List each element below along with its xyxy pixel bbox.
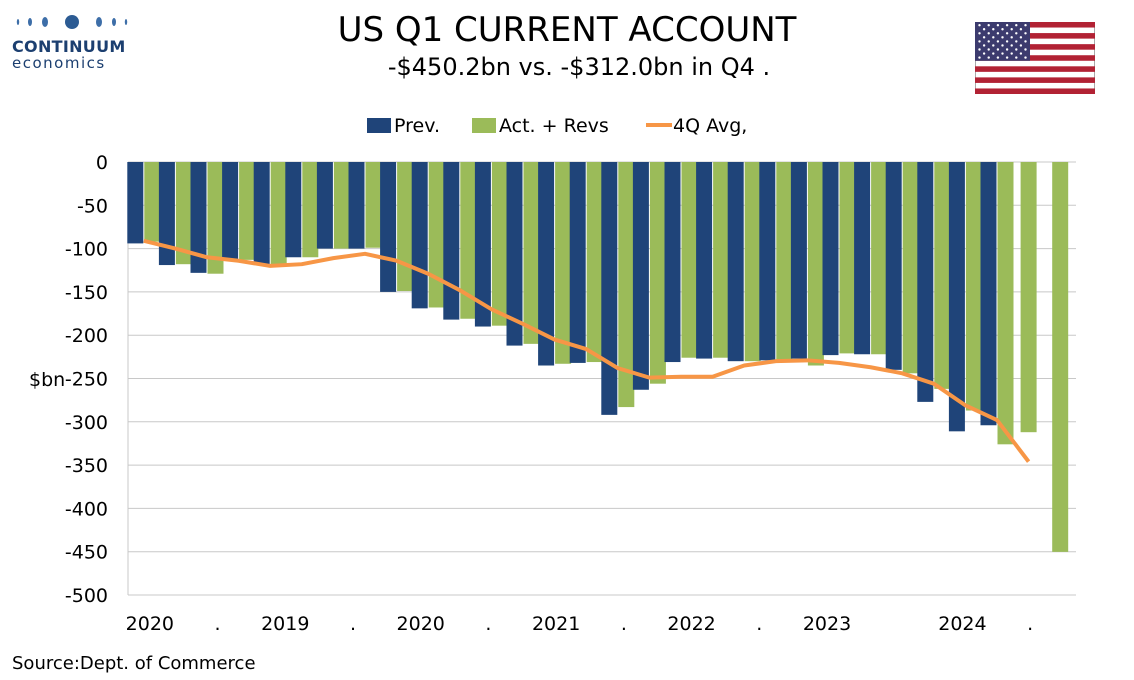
legend-label: Prev. xyxy=(394,115,440,137)
y-tick-label: -250 xyxy=(65,369,108,391)
x-tick-label: 2024 xyxy=(938,613,986,635)
bar-act-revs xyxy=(934,162,951,389)
bar-prev xyxy=(158,162,175,266)
x-tick-label: 2020 xyxy=(397,613,445,635)
bar-act-revs xyxy=(1020,162,1037,433)
bar-act-revs xyxy=(713,162,730,358)
bar-act-revs xyxy=(649,162,666,384)
y-tick-label: 0 xyxy=(96,152,108,174)
bar-act-revs xyxy=(144,162,161,242)
bar-act-revs xyxy=(555,162,572,364)
bar-act-revs xyxy=(523,162,540,344)
bar-act-revs xyxy=(207,162,224,274)
bar-prev xyxy=(316,162,333,249)
bar-act-revs xyxy=(776,162,793,361)
bar-prev xyxy=(285,162,302,258)
legend-swatch xyxy=(367,118,391,133)
x-tick-label: 2019 xyxy=(261,613,309,635)
bar-prev xyxy=(632,162,649,390)
y-tick-label: -150 xyxy=(65,282,108,304)
bar-act-revs xyxy=(618,162,635,408)
bar-act-revs xyxy=(239,162,256,260)
bar-prev xyxy=(917,162,934,402)
bar-act-revs xyxy=(491,162,508,326)
source-note: Source:Dept. of Commerce xyxy=(12,653,256,674)
bar-act-revs xyxy=(807,162,824,366)
legend-swatch xyxy=(472,118,496,133)
bar-act-revs xyxy=(175,162,192,265)
x-tick-label: . xyxy=(756,613,762,635)
bar-prev xyxy=(253,162,270,266)
y-tick-label: -300 xyxy=(65,412,108,434)
x-tick-label: . xyxy=(1027,613,1033,635)
y-tick-label: -350 xyxy=(65,455,108,477)
bar-act-revs xyxy=(744,162,761,362)
legend-label: Act. + Revs xyxy=(499,115,609,137)
bar-prev xyxy=(790,162,807,359)
x-tick-label: 2023 xyxy=(803,613,851,635)
logo-dots-icon xyxy=(16,15,128,29)
bar-prev xyxy=(538,162,555,366)
y-tick-label: -500 xyxy=(65,585,108,607)
bar-prev xyxy=(222,162,239,259)
logo-subname: economics xyxy=(12,54,106,72)
bar-prev xyxy=(948,162,965,432)
bar-prev xyxy=(980,162,997,426)
x-tick-label: . xyxy=(485,613,491,635)
bar-act-revs xyxy=(871,162,888,355)
bar-act-revs xyxy=(270,162,287,266)
x-tick-label: . xyxy=(215,613,221,635)
chart-title: US Q1 CURRENT ACCOUNT xyxy=(337,10,797,50)
chart-subtitle: -$450.2bn vs. -$312.0bn in Q4 . xyxy=(387,53,771,81)
bar-prev xyxy=(474,162,491,327)
bar-prev xyxy=(506,162,523,346)
legend-label: 4Q Avg, xyxy=(673,115,747,137)
bar-act-revs xyxy=(902,162,919,374)
x-tick-label: . xyxy=(350,613,356,635)
continuum-logo: CONTINUUM economics xyxy=(12,14,137,72)
bar-act-revs xyxy=(428,162,445,308)
bar-act-revs xyxy=(397,162,414,292)
bar-act-revs xyxy=(681,162,698,358)
bar-act-revs xyxy=(1052,162,1069,552)
bar-prev xyxy=(664,162,681,363)
y-axis-label: $bn xyxy=(29,369,65,391)
bar-act-revs xyxy=(460,162,477,319)
y-tick-label: -200 xyxy=(65,325,108,347)
bar-prev xyxy=(727,162,744,362)
bar-prev xyxy=(127,162,144,244)
bar-act-revs xyxy=(997,162,1014,445)
y-tick-label: -50 xyxy=(77,195,108,217)
x-tick-label: 2021 xyxy=(532,613,580,635)
bar-prev xyxy=(190,162,207,273)
bar-act-revs xyxy=(965,162,982,411)
bar-act-revs xyxy=(365,162,382,248)
bar-prev xyxy=(380,162,397,292)
bar-prev xyxy=(822,162,839,356)
us-flag-icon xyxy=(975,22,1095,94)
x-tick-label: 2020 xyxy=(126,613,174,635)
bar-act-revs xyxy=(333,162,350,249)
bar-act-revs xyxy=(586,162,603,363)
logo-name: CONTINUUM xyxy=(12,37,126,56)
y-tick-label: -100 xyxy=(65,239,108,261)
bar-prev xyxy=(601,162,618,415)
y-tick-label: -450 xyxy=(65,542,108,564)
bar-prev xyxy=(885,162,902,370)
bar-prev xyxy=(854,162,871,355)
bar-prev xyxy=(569,162,586,363)
bar-prev xyxy=(696,162,713,359)
bar-act-revs xyxy=(839,162,856,354)
line-4q-avg xyxy=(143,238,1031,463)
bar-prev xyxy=(759,162,776,361)
y-tick-label: -400 xyxy=(65,498,108,520)
x-tick-label: . xyxy=(621,613,627,635)
bar-prev xyxy=(348,162,365,249)
bar-act-revs xyxy=(302,162,319,258)
bar-prev xyxy=(411,162,428,309)
x-tick-label: 2022 xyxy=(667,613,715,635)
bar-prev xyxy=(443,162,460,320)
